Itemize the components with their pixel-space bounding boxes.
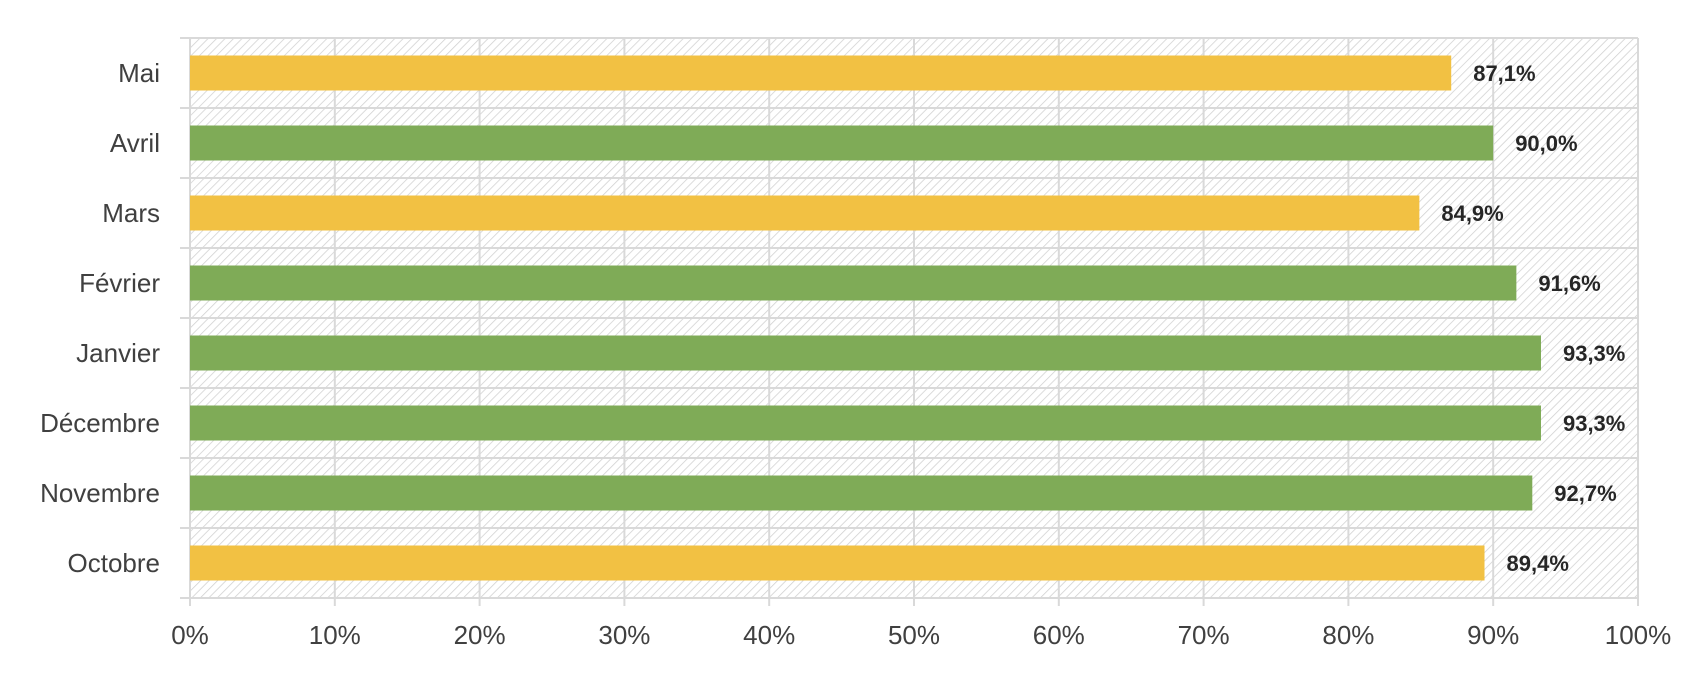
bar-data-label: 92,7% — [1554, 481, 1616, 506]
bar-data-label: 84,9% — [1441, 201, 1503, 226]
category-label: Octobre — [68, 548, 161, 578]
bar — [190, 55, 1452, 91]
bar-data-label: 87,1% — [1473, 61, 1535, 86]
category-label: Novembre — [40, 478, 160, 508]
bar-data-label: 91,6% — [1538, 271, 1600, 296]
x-tick-label: 30% — [598, 620, 650, 650]
value-axis-tick-labels: 0% 10% 20% 30% 40% 50% 60% 70% 80% 90% 100% — [171, 620, 1671, 650]
bar — [190, 125, 1494, 161]
category-label: Mai — [118, 58, 160, 88]
data-labels: 87,1% 90,0% 84,9% 91,6% 93,3% 93,3% 92,7% 89,4% — [1441, 61, 1625, 576]
category-label: Janvier — [76, 338, 160, 368]
bar — [190, 405, 1541, 441]
x-tick-label: 90% — [1467, 620, 1519, 650]
category-axis-labels: Mai Avril Mars Février Janvier Décembre Novemb… — [40, 58, 160, 578]
x-tick-label: 50% — [888, 620, 940, 650]
bar — [190, 545, 1485, 581]
bars — [190, 55, 1541, 581]
x-tick-label: 20% — [454, 620, 506, 650]
bar-data-label: 93,3% — [1563, 411, 1625, 436]
bar-data-label: 93,3% — [1563, 341, 1625, 366]
bar — [190, 195, 1420, 231]
x-tick-label: 40% — [743, 620, 795, 650]
x-tick-label: 0% — [171, 620, 209, 650]
bar — [190, 475, 1533, 511]
bar — [190, 265, 1517, 301]
category-label: Février — [79, 268, 160, 298]
bar-data-label: 89,4% — [1507, 551, 1569, 576]
x-tick-label: 100% — [1605, 620, 1672, 650]
category-label: Mars — [102, 198, 160, 228]
category-label: Décembre — [40, 408, 160, 438]
bar-data-label: 90,0% — [1515, 131, 1577, 156]
x-tick-label: 10% — [309, 620, 361, 650]
x-tick-label: 60% — [1033, 620, 1085, 650]
bar — [190, 335, 1541, 371]
x-tick-label: 80% — [1322, 620, 1374, 650]
x-tick-label: 70% — [1178, 620, 1230, 650]
category-label: Avril — [110, 128, 160, 158]
